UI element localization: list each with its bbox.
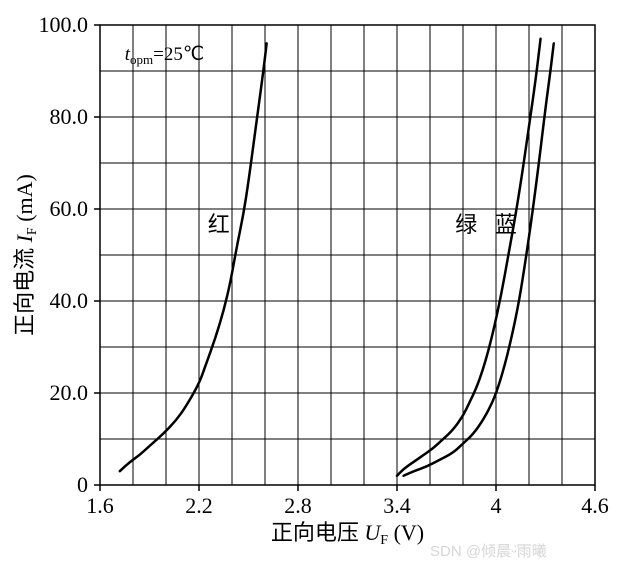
svg-text:2.8: 2.8 — [284, 493, 312, 518]
svg-text:40.0: 40.0 — [50, 288, 89, 313]
iv-curve-chart: 1.6 2.2 2.8 3.4 4 4.6 0 20.0 40.0 60.0 80.0 100.0 正向… — [0, 0, 643, 576]
svg-text:2.2: 2.2 — [185, 493, 213, 518]
svg-text:4.6: 4.6 — [581, 493, 609, 518]
chart-svg: 1.6 2.2 2.8 3.4 4 4.6 0 20.0 40.0 60.0 80.0 100.0 正向… — [0, 0, 643, 576]
svg-text:正向电流 IF (mA): 正向电流 IF (mA) — [12, 174, 40, 336]
series-label-green: 绿 — [455, 212, 477, 237]
svg-text:3.4: 3.4 — [383, 493, 411, 518]
svg-text:0: 0 — [77, 472, 88, 497]
svg-text:60.0: 60.0 — [50, 196, 89, 221]
svg-text:20.0: 20.0 — [50, 380, 89, 405]
svg-text:4: 4 — [491, 493, 502, 518]
svg-text:100.0: 100.0 — [39, 12, 89, 37]
series-label-red: 红 — [208, 212, 230, 237]
svg-text:80.0: 80.0 — [50, 104, 89, 129]
series-label-blue: 蓝 — [495, 212, 517, 237]
svg-text:正向电压 UF (V): 正向电压 UF (V) — [271, 520, 424, 548]
svg-text:1.6: 1.6 — [86, 493, 114, 518]
